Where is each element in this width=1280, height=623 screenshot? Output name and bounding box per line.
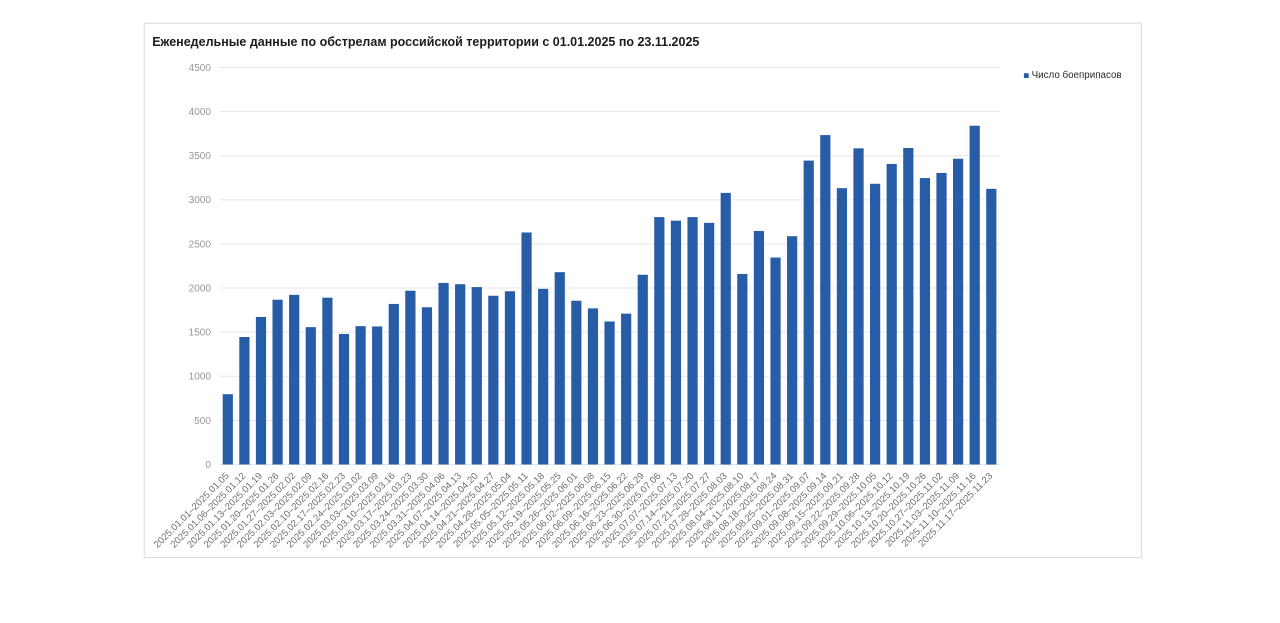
svg-text:Еженедельные данные по обстрел: Еженедельные данные по обстрелам российс… xyxy=(152,35,699,49)
svg-text:4500: 4500 xyxy=(189,63,212,74)
svg-text:1000: 1000 xyxy=(189,372,212,383)
svg-text:3000: 3000 xyxy=(189,195,212,206)
svg-text:4000: 4000 xyxy=(189,107,212,118)
svg-text:Число боеприпасов: Число боеприпасов xyxy=(1032,70,1122,81)
svg-text:500: 500 xyxy=(194,416,211,427)
svg-text:1500: 1500 xyxy=(189,328,212,339)
svg-text:2500: 2500 xyxy=(189,239,212,250)
svg-text:2000: 2000 xyxy=(189,283,212,294)
svg-text:3500: 3500 xyxy=(189,151,212,162)
svg-text:0: 0 xyxy=(205,460,211,471)
